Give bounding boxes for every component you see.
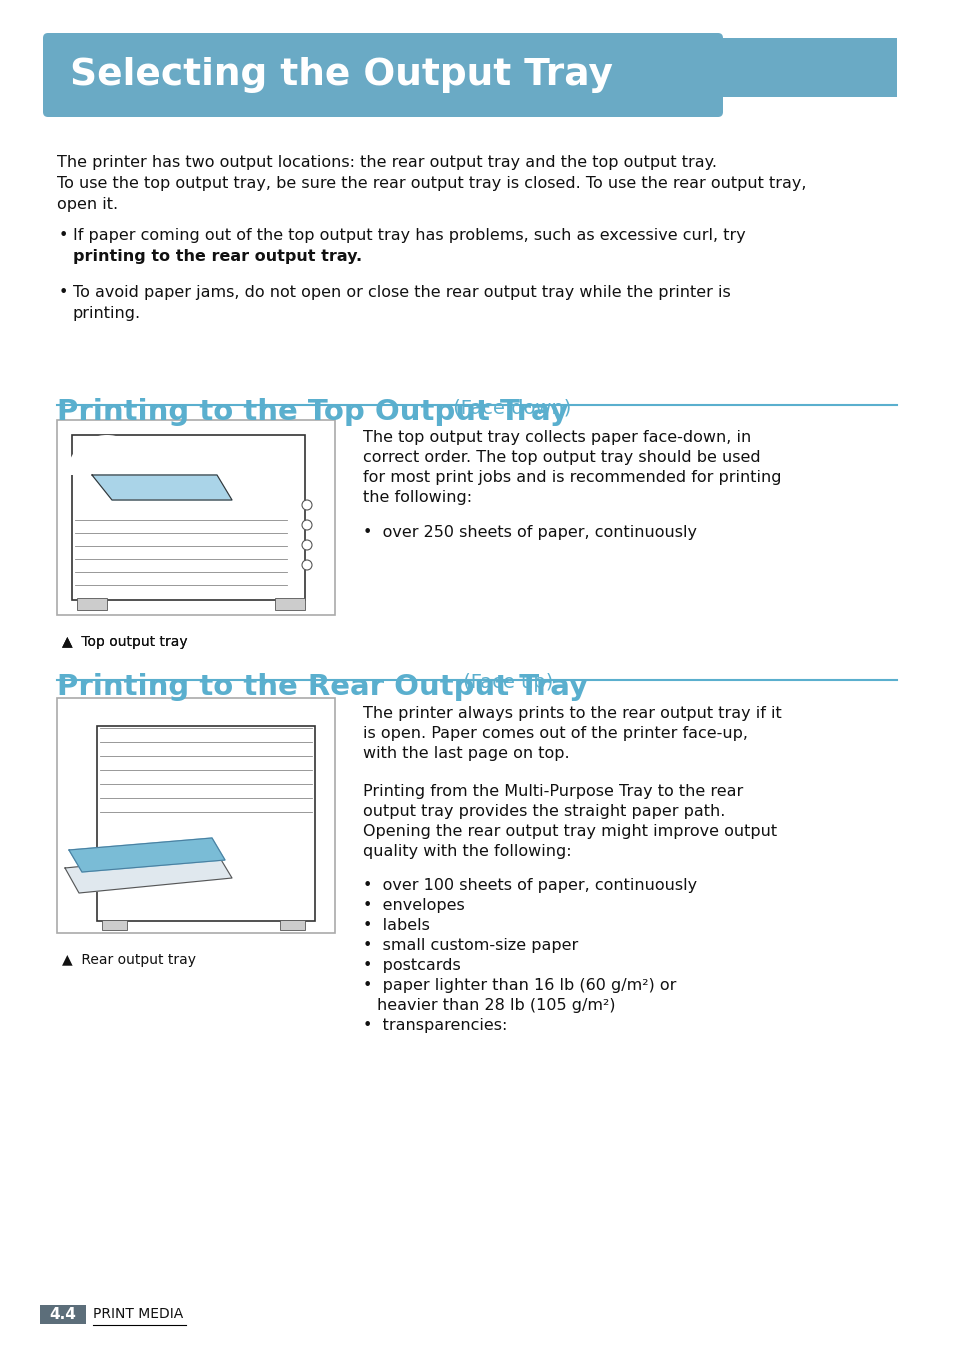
Text: The printer has two output locations: the rear output tray and the top output tr: The printer has two output locations: th…: [57, 155, 717, 170]
Text: The top output tray collects paper face-down, in: The top output tray collects paper face-…: [363, 430, 750, 445]
Text: Printing from the Multi-Purpose Tray to the rear: Printing from the Multi-Purpose Tray to …: [363, 784, 742, 799]
Circle shape: [302, 500, 312, 510]
Text: •: •: [59, 285, 69, 299]
Text: •  transparencies:: • transparencies:: [363, 1018, 507, 1033]
Bar: [280, 920, 305, 929]
FancyBboxPatch shape: [43, 32, 722, 117]
Text: To avoid paper jams, do not open or close the rear output tray while the printer: To avoid paper jams, do not open or clos…: [73, 285, 730, 299]
Text: •  paper lighter than 16 lb (60 g/m²) or: • paper lighter than 16 lb (60 g/m²) or: [363, 978, 676, 993]
Text: is open. Paper comes out of the printer face-up,: is open. Paper comes out of the printer …: [363, 726, 747, 741]
Text: PRINT MEDIA: PRINT MEDIA: [92, 1307, 183, 1322]
Circle shape: [302, 519, 312, 530]
Bar: [102, 920, 127, 929]
Bar: [274, 598, 305, 610]
Text: •  over 250 sheets of paper, continuously: • over 250 sheets of paper, continuously: [363, 525, 697, 540]
Text: •  envelopes: • envelopes: [363, 898, 464, 913]
Text: open it.: open it.: [57, 197, 118, 212]
Wedge shape: [67, 434, 147, 475]
Bar: [77, 598, 107, 610]
Text: •  over 100 sheets of paper, continuously: • over 100 sheets of paper, continuously: [363, 878, 697, 893]
Text: heavier than 28 lb (105 g/m²): heavier than 28 lb (105 g/m²): [376, 998, 615, 1013]
Circle shape: [302, 560, 312, 571]
Text: output tray provides the straight paper path.: output tray provides the straight paper …: [363, 804, 724, 819]
Text: for most print jobs and is recommended for printing: for most print jobs and is recommended f…: [363, 469, 781, 486]
Bar: [707, 38, 896, 97]
Text: Printing to the Rear Output Tray: Printing to the Rear Output Tray: [57, 673, 587, 701]
Bar: [57, 697, 335, 934]
Text: The printer always prints to the rear output tray if it: The printer always prints to the rear ou…: [363, 706, 781, 720]
Polygon shape: [69, 838, 225, 871]
Text: printing to the rear output tray.: printing to the rear output tray.: [73, 250, 362, 264]
Text: •: •: [59, 228, 69, 243]
Polygon shape: [65, 853, 232, 893]
Text: 4.4: 4.4: [50, 1307, 76, 1322]
Text: •  labels: • labels: [363, 919, 430, 934]
Circle shape: [302, 540, 312, 550]
FancyBboxPatch shape: [71, 434, 305, 600]
Text: •  small custom-size paper: • small custom-size paper: [363, 938, 578, 952]
Text: quality with the following:: quality with the following:: [363, 844, 571, 859]
Text: Printing to the Top Output Tray: Printing to the Top Output Tray: [57, 398, 568, 426]
Text: (Face up): (Face up): [456, 673, 553, 692]
Text: ▲  Top output tray: ▲ Top output tray: [62, 635, 188, 649]
Text: To use the top output tray, be sure the rear output tray is closed. To use the r: To use the top output tray, be sure the …: [57, 175, 805, 192]
Text: ▲  Rear output tray: ▲ Rear output tray: [62, 952, 195, 967]
FancyBboxPatch shape: [97, 726, 314, 921]
Text: •  postcards: • postcards: [363, 958, 460, 973]
Bar: [40, 1304, 86, 1323]
Text: printing.: printing.: [73, 306, 141, 321]
Text: Selecting the Output Tray: Selecting the Output Tray: [70, 57, 613, 93]
Text: ▲  Top output tray: ▲ Top output tray: [62, 635, 188, 649]
Text: If paper coming out of the top output tray has problems, such as excessive curl,: If paper coming out of the top output tr…: [73, 228, 745, 243]
Bar: [57, 420, 335, 615]
Text: Opening the rear output tray might improve output: Opening the rear output tray might impro…: [363, 824, 777, 839]
Text: the following:: the following:: [363, 490, 472, 505]
Text: (Face down): (Face down): [447, 398, 571, 417]
Text: correct order. The top output tray should be used: correct order. The top output tray shoul…: [363, 451, 760, 465]
Polygon shape: [91, 475, 232, 500]
Text: with the last page on top.: with the last page on top.: [363, 746, 569, 761]
